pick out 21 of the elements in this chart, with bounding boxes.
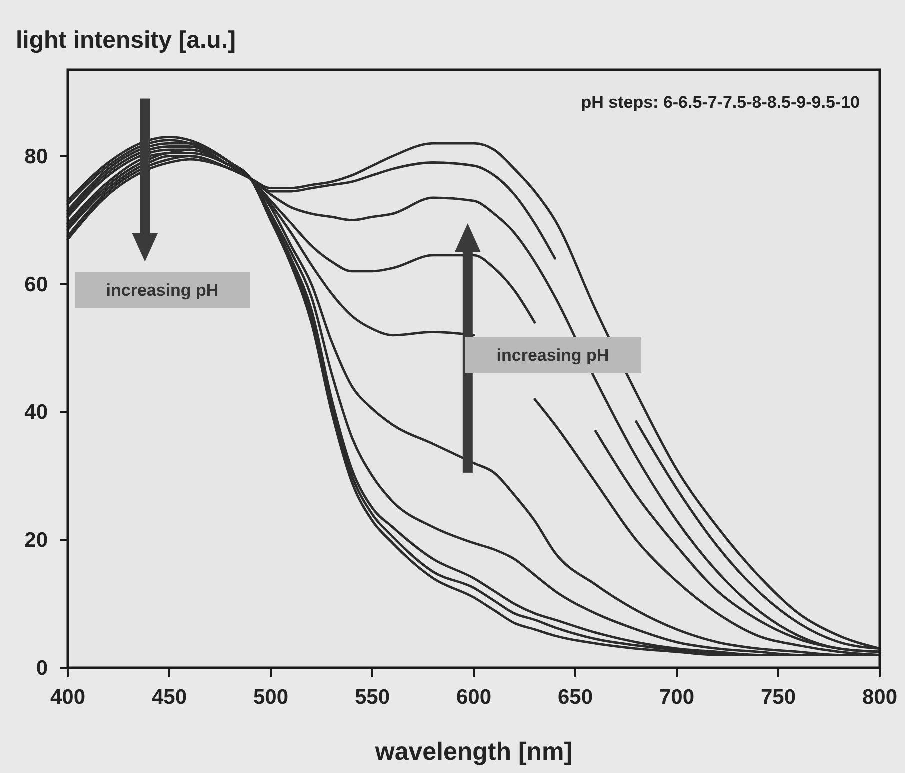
x-tick-label: 750 [760,686,796,709]
x-axis-title: wavelength [nm] [374,738,573,766]
y-tick-label: 60 [24,273,48,296]
x-tick-label: 800 [862,686,898,709]
y-tick-label: 40 [24,401,48,424]
annotation: pH steps: 6-6.5-7-7.5-8-8.5-9-9.5-10 [581,93,860,112]
x-tick-label: 650 [558,686,594,709]
x-tick-label: 400 [50,686,86,709]
x-tick-label: 600 [456,686,492,709]
x-tick-label: 450 [152,686,188,709]
label-box: increasing pH [75,272,250,308]
y-axis-title: light intensity [a.u.] [16,27,236,54]
y-tick-label: 80 [24,145,48,168]
annotation: increasing pH [496,346,610,365]
label-box: increasing pH [465,337,641,373]
annotation: increasing pH [106,281,219,300]
y-tick-label: 20 [24,529,48,552]
x-tick-label: 550 [354,686,390,709]
x-tick-label: 700 [659,686,695,709]
x-tick-label: 500 [253,686,289,709]
y-tick-label: 0 [36,657,48,680]
